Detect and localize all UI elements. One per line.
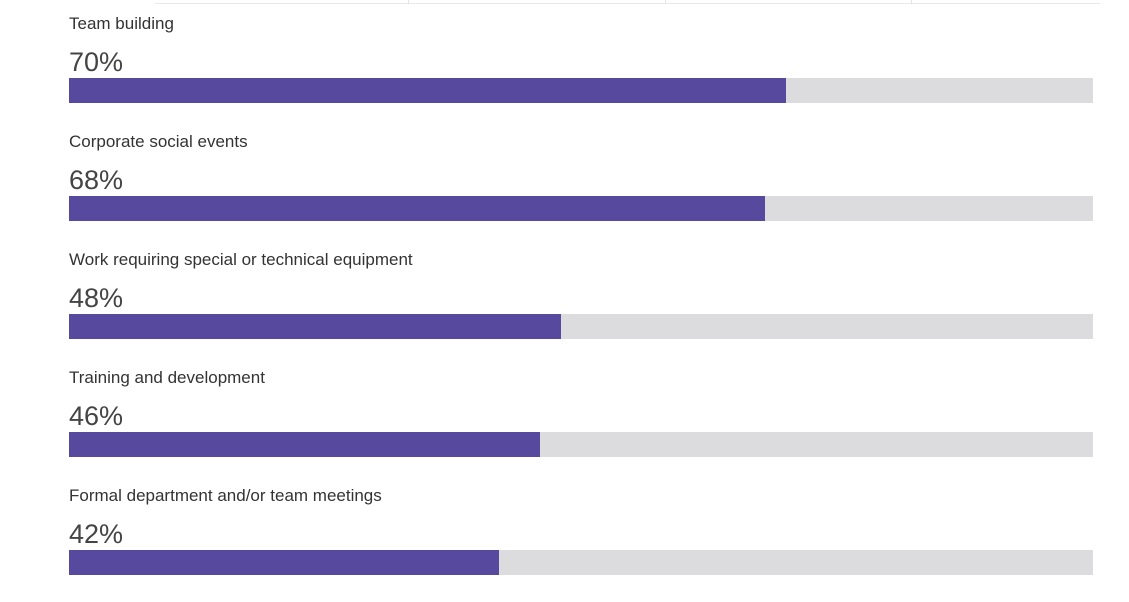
bar-value-label: 70% — [69, 47, 124, 77]
bar-fill — [69, 196, 765, 221]
bar-row: Formal department and/or team meetings 42… — [69, 480, 1093, 598]
bar-category-label: Formal department and/or team meetings — [69, 486, 382, 505]
bar-track — [69, 78, 1093, 103]
bar-fill — [69, 314, 561, 339]
bar-category-label: Work requiring special or technical equi… — [69, 250, 413, 269]
bar-category-label: Corporate social events — [69, 132, 248, 151]
horizontal-bar-chart: Team building 70% Corporate social events 6… — [69, 8, 1093, 598]
bar-value-label: 48% — [69, 283, 124, 313]
bar-category-label: Team building — [69, 14, 174, 33]
bar-category-label: Training and development — [69, 368, 265, 387]
top-divider — [155, 0, 1100, 4]
bar-value-label: 46% — [69, 401, 124, 431]
bar-track — [69, 550, 1093, 575]
bar-fill — [69, 550, 499, 575]
bar-row: Work requiring special or technical equi… — [69, 244, 1093, 362]
bar-row: Training and development 46% — [69, 362, 1093, 480]
bar-track — [69, 314, 1093, 339]
top-divider-tick — [665, 0, 666, 4]
bar-value-label: 42% — [69, 519, 124, 549]
bar-fill — [69, 432, 540, 457]
bar-value-label: 68% — [69, 165, 124, 195]
bar-row: Team building 70% — [69, 8, 1093, 126]
bar-row: Corporate social events 68% — [69, 126, 1093, 244]
top-divider-tick — [408, 0, 409, 4]
bar-track — [69, 196, 1093, 221]
top-divider-tick — [911, 0, 912, 4]
bar-track — [69, 432, 1093, 457]
bar-fill — [69, 78, 786, 103]
